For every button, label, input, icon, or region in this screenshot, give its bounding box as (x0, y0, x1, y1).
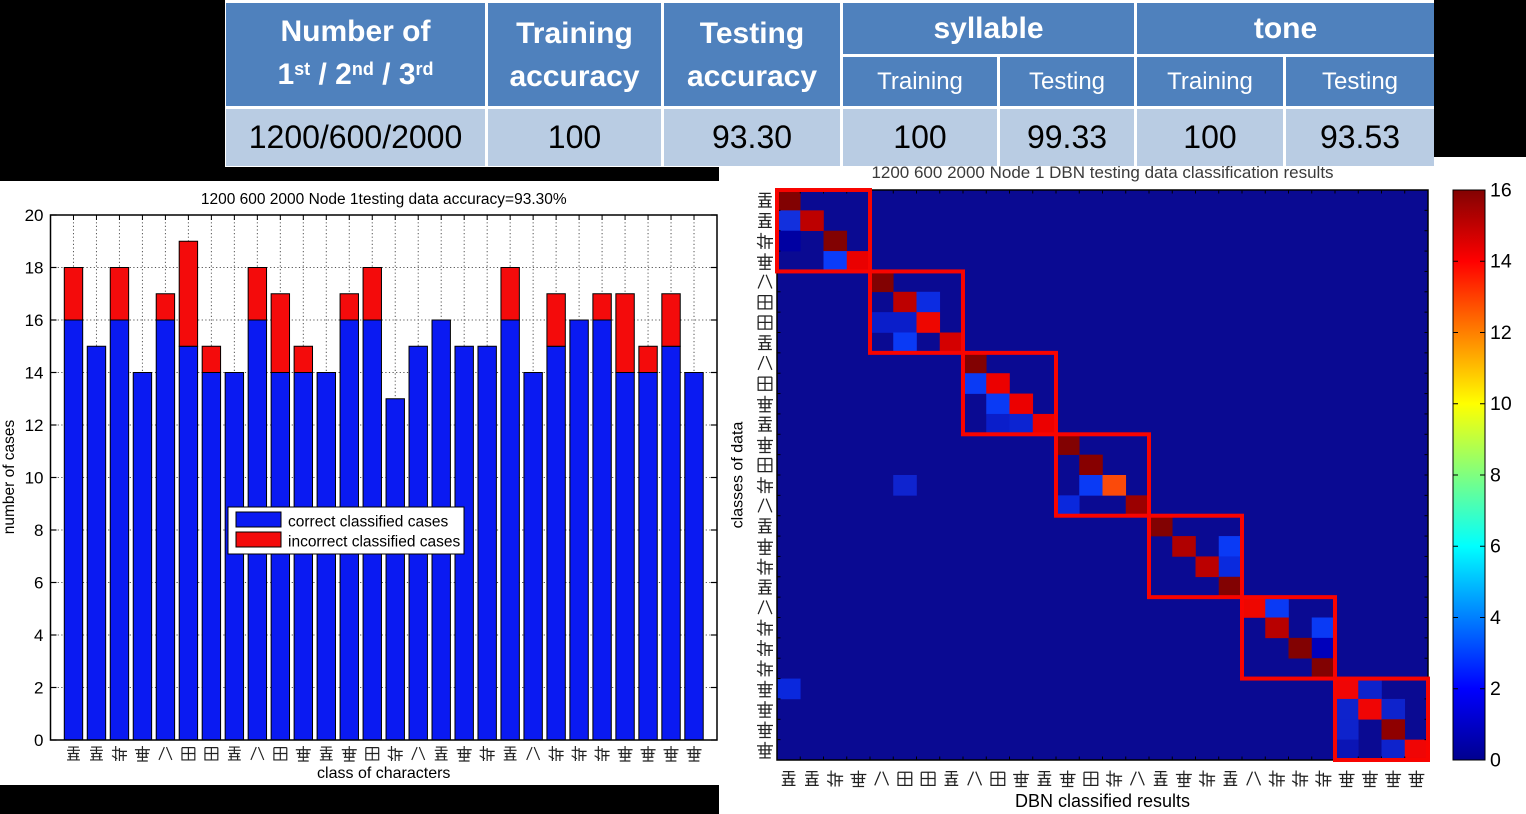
svg-text:1200 600 2000 Node 1testing da: 1200 600 2000 Node 1testing data accurac… (201, 191, 567, 208)
svg-text:20: 20 (25, 206, 44, 225)
svg-text:8: 8 (1490, 464, 1501, 486)
svg-text:6: 6 (34, 574, 43, 593)
svg-text:18: 18 (25, 259, 44, 278)
svg-text:0: 0 (1490, 749, 1501, 771)
svg-text:2: 2 (1490, 678, 1501, 700)
svg-text:0: 0 (34, 731, 43, 750)
svg-text:12: 12 (25, 416, 44, 435)
svg-text:class of characters: class of characters (317, 765, 450, 782)
svg-text:16: 16 (1490, 180, 1512, 202)
svg-text:incorrect classified cases: incorrect classified cases (288, 534, 461, 551)
svg-text:12: 12 (1490, 322, 1512, 344)
svg-text:14: 14 (25, 364, 44, 383)
svg-text:4: 4 (34, 626, 43, 645)
svg-text:10: 10 (25, 469, 44, 488)
svg-text:10: 10 (1490, 393, 1512, 415)
svg-text:4: 4 (1490, 607, 1501, 629)
svg-text:2: 2 (34, 679, 43, 698)
svg-text:1200 600 2000 Node 1 DBN testi: 1200 600 2000 Node 1 DBN testing data cl… (871, 163, 1333, 182)
svg-text:DBN classified results: DBN classified results (1015, 791, 1190, 811)
svg-text:14: 14 (1490, 251, 1512, 273)
svg-text:correct classified cases: correct classified cases (288, 514, 448, 531)
svg-text:16: 16 (25, 311, 44, 330)
svg-text:number of cases: number of cases (1, 419, 18, 534)
svg-text:6: 6 (1490, 536, 1501, 558)
svg-text:8: 8 (34, 521, 43, 540)
svg-text:classes of data: classes of data (730, 422, 747, 529)
